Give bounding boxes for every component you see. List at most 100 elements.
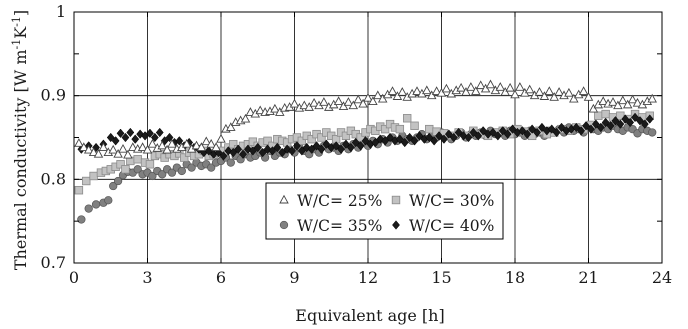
data-point-diamond xyxy=(263,144,272,154)
data-point-triangle-open xyxy=(245,107,256,116)
data-point-diamond xyxy=(552,127,561,138)
data-point-diamond xyxy=(464,132,473,143)
data-point-triangle-open xyxy=(397,87,408,96)
y-axis-label: Thermal conductivity [W m-1K-1] xyxy=(10,10,30,270)
data-point-triangle-open xyxy=(539,91,550,100)
data-point-triangle-open xyxy=(167,138,177,148)
data-point-diamond xyxy=(288,146,296,156)
data-point-triangle-open xyxy=(510,89,520,99)
data-point-triangle-open xyxy=(147,138,158,148)
data-point-triangle-open xyxy=(534,87,545,96)
x-tick-label: 6 xyxy=(216,268,226,287)
data-point-square xyxy=(395,124,405,134)
legend-box xyxy=(265,182,504,240)
data-point-triangle-open xyxy=(524,84,535,94)
data-point-diamond xyxy=(381,136,390,146)
data-point-diamond xyxy=(239,149,247,159)
x-tick-label: 18 xyxy=(505,268,525,287)
data-point-square xyxy=(74,186,84,195)
data-point-triangle-open xyxy=(598,96,608,105)
data-point-square xyxy=(89,171,98,181)
data-point-diamond xyxy=(346,142,355,153)
x-tick-label: 3 xyxy=(142,268,152,287)
data-point-diamond xyxy=(498,126,507,136)
data-point-triangle-open xyxy=(622,99,633,109)
data-point-triangle-open xyxy=(255,105,265,115)
data-point-diamond xyxy=(258,147,267,158)
data-point-triangle-open xyxy=(441,83,452,93)
legend-marker-circle xyxy=(279,220,289,230)
data-point-triangle-open xyxy=(515,82,525,91)
data-point-triangle-open xyxy=(270,103,280,113)
data-point-circle xyxy=(113,176,123,186)
data-point-diamond xyxy=(621,114,630,124)
data-point-triangle-open xyxy=(554,87,564,96)
data-point-triangle-open xyxy=(181,138,192,148)
data-point-diamond xyxy=(204,146,213,156)
data-point-diamond xyxy=(528,124,537,134)
data-point-triangle-open xyxy=(466,82,476,91)
legend-label-wc40: W/C= 40% xyxy=(409,217,494,235)
data-point-triangle-open xyxy=(123,149,133,159)
data-point-diamond xyxy=(111,136,120,146)
data-point-diamond xyxy=(244,144,252,154)
x-axis-label: Equivalent age [h] xyxy=(295,306,444,325)
data-point-diamond xyxy=(616,119,625,129)
data-point-diamond xyxy=(415,131,424,141)
data-point-triangle-open xyxy=(471,86,481,95)
data-point-diamond xyxy=(533,127,541,138)
y-axis-label-unit: K xyxy=(11,26,30,39)
data-point-circle xyxy=(226,158,235,167)
data-point-square xyxy=(307,134,316,144)
data-point-diamond xyxy=(596,122,605,133)
data-point-diamond xyxy=(636,116,644,126)
data-point-diamond xyxy=(307,144,316,154)
data-point-diamond xyxy=(248,146,257,156)
data-point-triangle-open xyxy=(363,92,373,102)
data-point-triangle-open xyxy=(240,113,251,123)
data-point-diamond xyxy=(283,144,292,154)
data-point-triangle-open xyxy=(647,93,657,103)
data-point-triangle-open xyxy=(353,94,363,104)
data-point-diamond xyxy=(395,134,404,144)
data-point-triangle-open xyxy=(632,97,643,107)
data-point-diamond xyxy=(523,129,532,139)
data-point-triangle-open xyxy=(387,86,398,95)
data-point-triangle-open xyxy=(128,142,138,151)
data-point-triangle-open xyxy=(74,138,84,147)
data-point-triangle-open xyxy=(608,97,618,106)
data-point-diamond xyxy=(332,141,341,151)
data-point-triangle-open xyxy=(83,144,94,154)
legend-marker-square xyxy=(391,195,401,205)
data-point-diamond xyxy=(587,124,595,134)
legend-label-wc35: W/C= 35% xyxy=(297,217,382,235)
data-point-diamond xyxy=(155,127,164,138)
data-point-triangle-open xyxy=(191,140,202,150)
data-point-triangle-open xyxy=(333,96,344,105)
data-point-triangle-open xyxy=(319,97,329,106)
data-point-triangle-open xyxy=(475,80,486,90)
data-point-circle xyxy=(84,204,93,213)
data-point-triangle-open xyxy=(289,98,300,108)
data-point-diamond xyxy=(351,137,360,148)
data-point-diamond xyxy=(273,142,282,153)
data-point-diamond xyxy=(503,129,512,139)
data-point-diamond xyxy=(493,131,502,141)
series-square xyxy=(74,109,654,195)
legend-label-wc25: W/C= 25% xyxy=(297,192,382,210)
data-point-triangle-open xyxy=(79,142,89,151)
data-point-circle xyxy=(91,200,101,209)
data-point-triangle-open xyxy=(348,100,359,110)
data-point-diamond xyxy=(126,127,135,138)
data-point-circle xyxy=(148,171,157,181)
data-point-diamond xyxy=(121,132,130,143)
data-point-diamond xyxy=(582,121,590,131)
data-point-diamond xyxy=(508,124,517,134)
data-point-diamond xyxy=(430,136,439,146)
data-point-diamond xyxy=(626,117,635,128)
data-point-square xyxy=(133,155,142,164)
data-point-triangle-open xyxy=(304,102,314,111)
data-point-diamond xyxy=(175,136,184,146)
data-point-diamond xyxy=(356,141,365,151)
data-point-triangle-open xyxy=(275,107,285,116)
